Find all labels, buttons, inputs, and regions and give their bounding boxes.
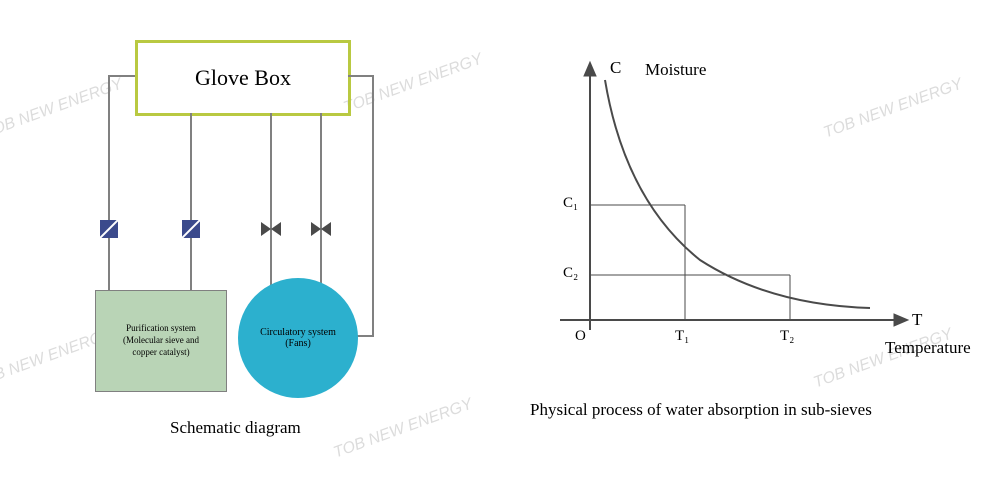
y-tick-c2: C₂ xyxy=(563,265,578,282)
purification-system: Purification system (Molecular sieve and… xyxy=(95,290,227,392)
x-axis-label: Temperature xyxy=(885,338,971,358)
y-axis-letter: C xyxy=(610,58,621,78)
absorption-graph: C Moisture T Temperature C₁ C₂ O T₁ T₂ P… xyxy=(530,60,960,460)
origin-label: O xyxy=(575,328,586,345)
graph-caption: Physical process of water absorption in … xyxy=(530,400,872,420)
circulatory-system: Circulatory system (Fans) xyxy=(238,278,358,398)
x-tick-t1: T₁ xyxy=(675,328,689,345)
purification-label: (Molecular sieve and xyxy=(123,335,199,347)
inline-component-icon xyxy=(100,220,118,238)
pipe xyxy=(108,75,135,77)
pipe xyxy=(348,75,374,77)
schematic-diagram: Glove Box xyxy=(60,40,440,460)
valve-icon xyxy=(261,222,281,236)
purification-label: Purification system xyxy=(126,323,196,335)
pipe xyxy=(108,75,110,325)
inline-component-icon xyxy=(182,220,200,238)
y-axis-label: Moisture xyxy=(645,60,706,80)
pipe xyxy=(270,113,272,295)
y-tick-c1: C₁ xyxy=(563,195,578,212)
circulatory-label: (Fans) xyxy=(285,338,311,349)
glove-box: Glove Box xyxy=(135,40,351,116)
x-axis-letter: T xyxy=(912,310,922,330)
circulatory-label: Circulatory system xyxy=(260,327,336,338)
page-container: TOB NEW ENERGY TOB NEW ENERGY TOB NEW EN… xyxy=(0,0,1000,500)
glove-box-label: Glove Box xyxy=(195,65,291,91)
pipe xyxy=(372,75,374,335)
purification-label: copper catalyst) xyxy=(132,347,189,359)
schematic-caption: Schematic diagram xyxy=(170,418,301,438)
valve-icon xyxy=(311,222,331,236)
pipe xyxy=(320,113,322,283)
graph-svg xyxy=(530,60,930,360)
x-tick-t2: T₂ xyxy=(780,328,794,345)
pipe xyxy=(190,113,192,290)
